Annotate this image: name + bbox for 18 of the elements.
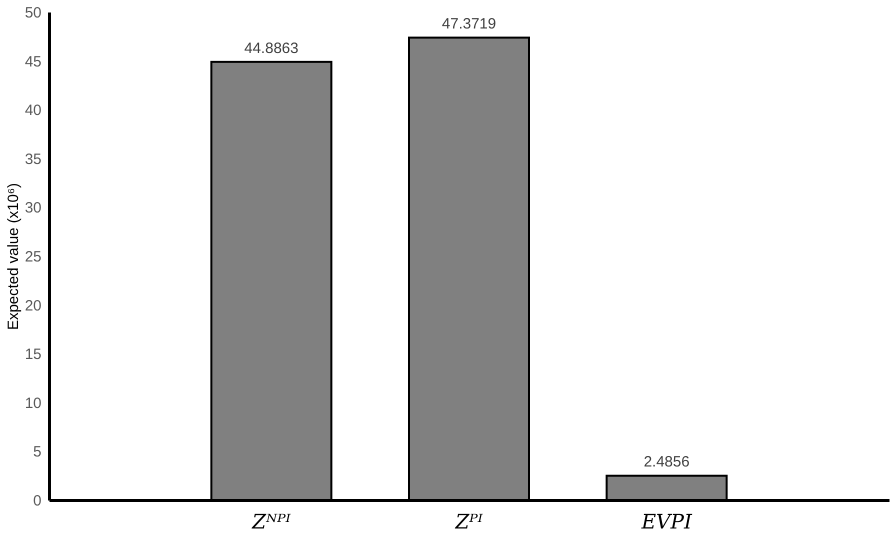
y-tick-label: 5 [33,444,42,461]
y-tick-label: 15 [24,346,42,364]
x-tick-label: Zᴾᴵ [454,510,484,534]
y-tick-label: 35 [24,150,42,168]
x-tick-label: Zᴺᴾᴵ [251,510,292,534]
y-axis-title: Expected value (x10⁶) [4,182,22,330]
y-tick-label: 20 [24,297,42,314]
y-tick-label: 10 [24,394,42,412]
data-label: 47.3719 [442,16,496,33]
y-tick-label: 40 [24,102,42,120]
y-tick-label: 25 [24,248,42,266]
y-tick-label: 45 [24,53,42,70]
data-label: 2.4856 [644,454,690,471]
data-label: 44.8863 [244,40,298,57]
y-tick-label: 0 [33,492,42,510]
y-tick-label: 30 [24,200,42,217]
x-tick-label: EVPI [640,510,693,534]
y-tick-label: 50 [24,4,42,22]
